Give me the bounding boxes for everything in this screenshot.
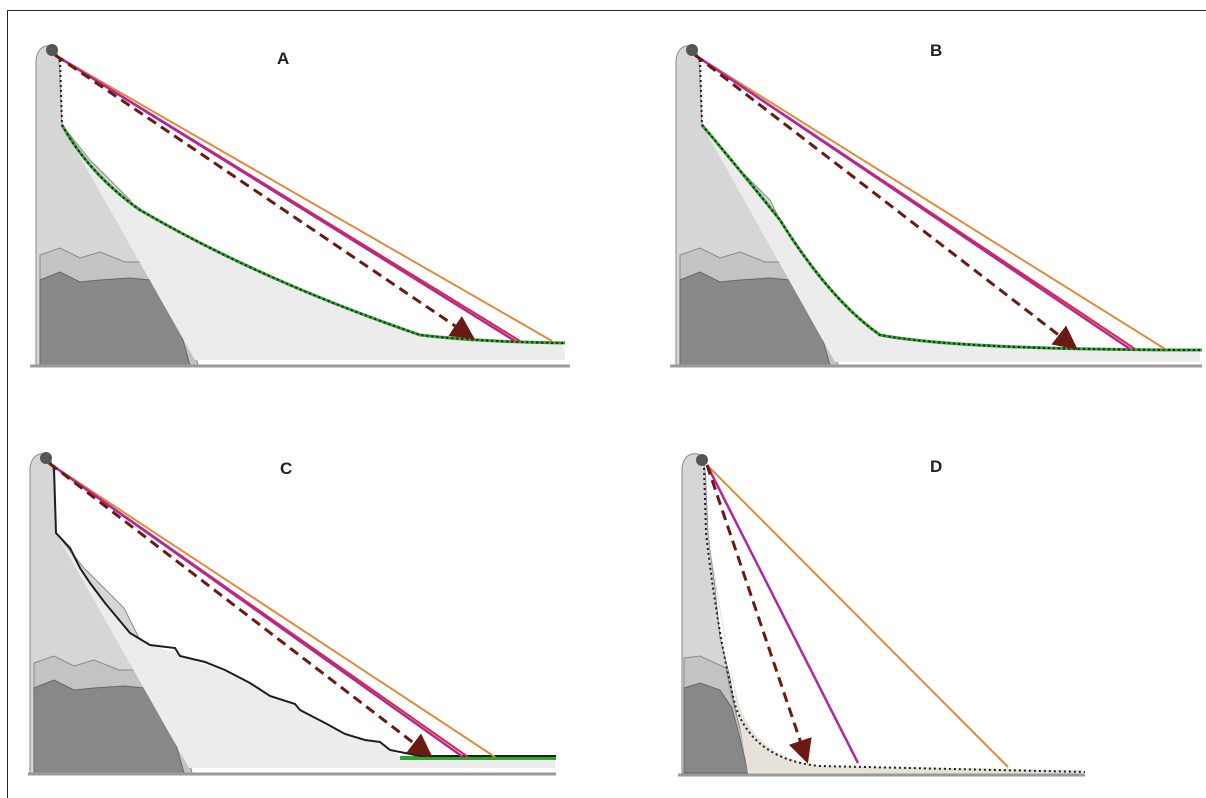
green-profile [60, 124, 566, 345]
deposit-outline [699, 59, 1203, 351]
panel-c: C [28, 452, 556, 776]
orange-line [706, 464, 1009, 768]
source-point [46, 44, 58, 56]
orange-line [54, 54, 553, 342]
orange-line [48, 462, 496, 758]
source-point [686, 44, 698, 56]
panel-d: D [678, 453, 1086, 777]
magenta-line [54, 53, 516, 343]
source-point [696, 454, 708, 466]
dashed-arrow [54, 53, 475, 340]
orange-line [694, 54, 1166, 350]
panel-a: A [30, 44, 570, 368]
deposit-outline [59, 59, 566, 344]
panel-label-c: C [280, 459, 292, 478]
magenta-line [694, 53, 1131, 351]
panel-label-b: B [930, 41, 942, 60]
deposit-outline [703, 467, 1086, 773]
source-point [40, 452, 52, 464]
magenta-line [705, 464, 860, 764]
panel-b: B [670, 41, 1203, 368]
figure-frame [7, 10, 1206, 798]
deposit-area [708, 533, 1085, 774]
panel-label-a: A [277, 49, 289, 68]
dashed-arrow [705, 464, 812, 764]
deposit-outline [53, 467, 556, 757]
deposit-area [62, 125, 565, 360]
deposit-area [56, 533, 555, 768]
magenta-line [48, 461, 464, 759]
panel-label-d: D [930, 457, 942, 476]
cliff-rock-dark [683, 682, 749, 774]
deposit-area [702, 125, 1200, 362]
